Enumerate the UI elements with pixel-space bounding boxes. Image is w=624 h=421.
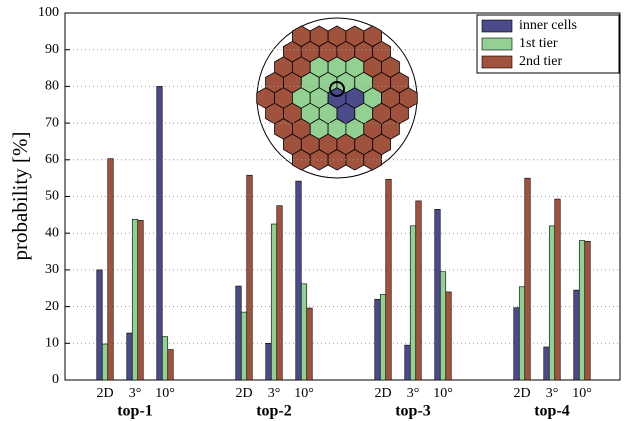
plot-frame <box>64 12 621 381</box>
y-tick-label: 50 <box>45 189 59 204</box>
y-tick-label: 70 <box>45 115 59 130</box>
bar <box>374 298 381 381</box>
bar <box>578 240 586 381</box>
bar <box>161 336 169 381</box>
bar <box>404 344 411 381</box>
bar <box>409 225 417 381</box>
y-tick-label: 20 <box>45 299 59 314</box>
group-label: top-3 <box>395 403 431 420</box>
hex-cell <box>398 87 418 109</box>
x-tick-label: 2D <box>374 386 391 401</box>
bar <box>265 342 272 381</box>
bar <box>131 218 139 381</box>
bar <box>415 200 422 381</box>
legend-label: 1st tier <box>519 36 558 51</box>
y-tick-label: 100 <box>38 5 59 20</box>
y-tick-label: 10 <box>45 336 59 351</box>
bar <box>445 291 452 381</box>
bar <box>434 209 441 381</box>
bar <box>584 240 591 381</box>
bar <box>554 198 561 381</box>
inset-marker <box>329 81 345 97</box>
group-label: top-1 <box>117 403 153 420</box>
bar <box>306 307 313 381</box>
bar <box>379 294 387 381</box>
bar <box>101 343 109 381</box>
bar <box>548 225 556 381</box>
hexagon-inset <box>256 17 418 179</box>
group-label: top-2 <box>256 403 292 420</box>
y-tick-label: 40 <box>45 225 59 240</box>
bar <box>543 346 550 381</box>
y-tick-label: 80 <box>45 79 59 94</box>
bar <box>276 205 283 381</box>
x-tick-label: 3° <box>129 386 142 401</box>
bar <box>518 286 526 381</box>
legend-swatch <box>481 55 513 69</box>
bar <box>385 178 392 381</box>
bar <box>240 311 248 381</box>
y-tick-label: 60 <box>45 152 59 167</box>
legend-swatch <box>481 37 513 51</box>
bar <box>156 86 163 381</box>
y-tick-label: 30 <box>45 262 59 277</box>
bar <box>235 285 242 381</box>
y-tick-label: 90 <box>45 42 59 57</box>
x-tick-label: 2D <box>513 386 530 401</box>
x-tick-label: 10° <box>294 386 314 401</box>
bar <box>573 289 580 381</box>
x-tick-label: 10° <box>155 386 175 401</box>
x-tick-label: 2D <box>235 386 252 401</box>
bar <box>513 307 520 381</box>
x-tick-label: 2D <box>96 386 113 401</box>
legend-swatch <box>481 19 513 33</box>
bar <box>439 271 447 381</box>
bar <box>126 332 133 381</box>
y-tick-label: 0 <box>52 372 59 387</box>
group-label: top-4 <box>534 403 570 420</box>
x-tick-label: 10° <box>433 386 453 401</box>
x-tick-label: 3° <box>407 386 420 401</box>
bar <box>246 174 253 381</box>
x-tick-label: 3° <box>268 386 281 401</box>
bar <box>524 177 531 381</box>
bar <box>300 283 308 381</box>
bar <box>270 223 278 381</box>
x-tick-label: 10° <box>572 386 592 401</box>
x-tick-label: 3° <box>546 386 559 401</box>
bar <box>137 220 144 381</box>
bar <box>295 180 302 381</box>
bar <box>107 158 114 381</box>
legend-label: 2nd tier <box>519 54 562 69</box>
y-axis-label: probability [%] <box>8 132 32 261</box>
bar <box>96 269 103 381</box>
bar <box>167 349 174 381</box>
legend-label: inner cells <box>519 18 577 33</box>
